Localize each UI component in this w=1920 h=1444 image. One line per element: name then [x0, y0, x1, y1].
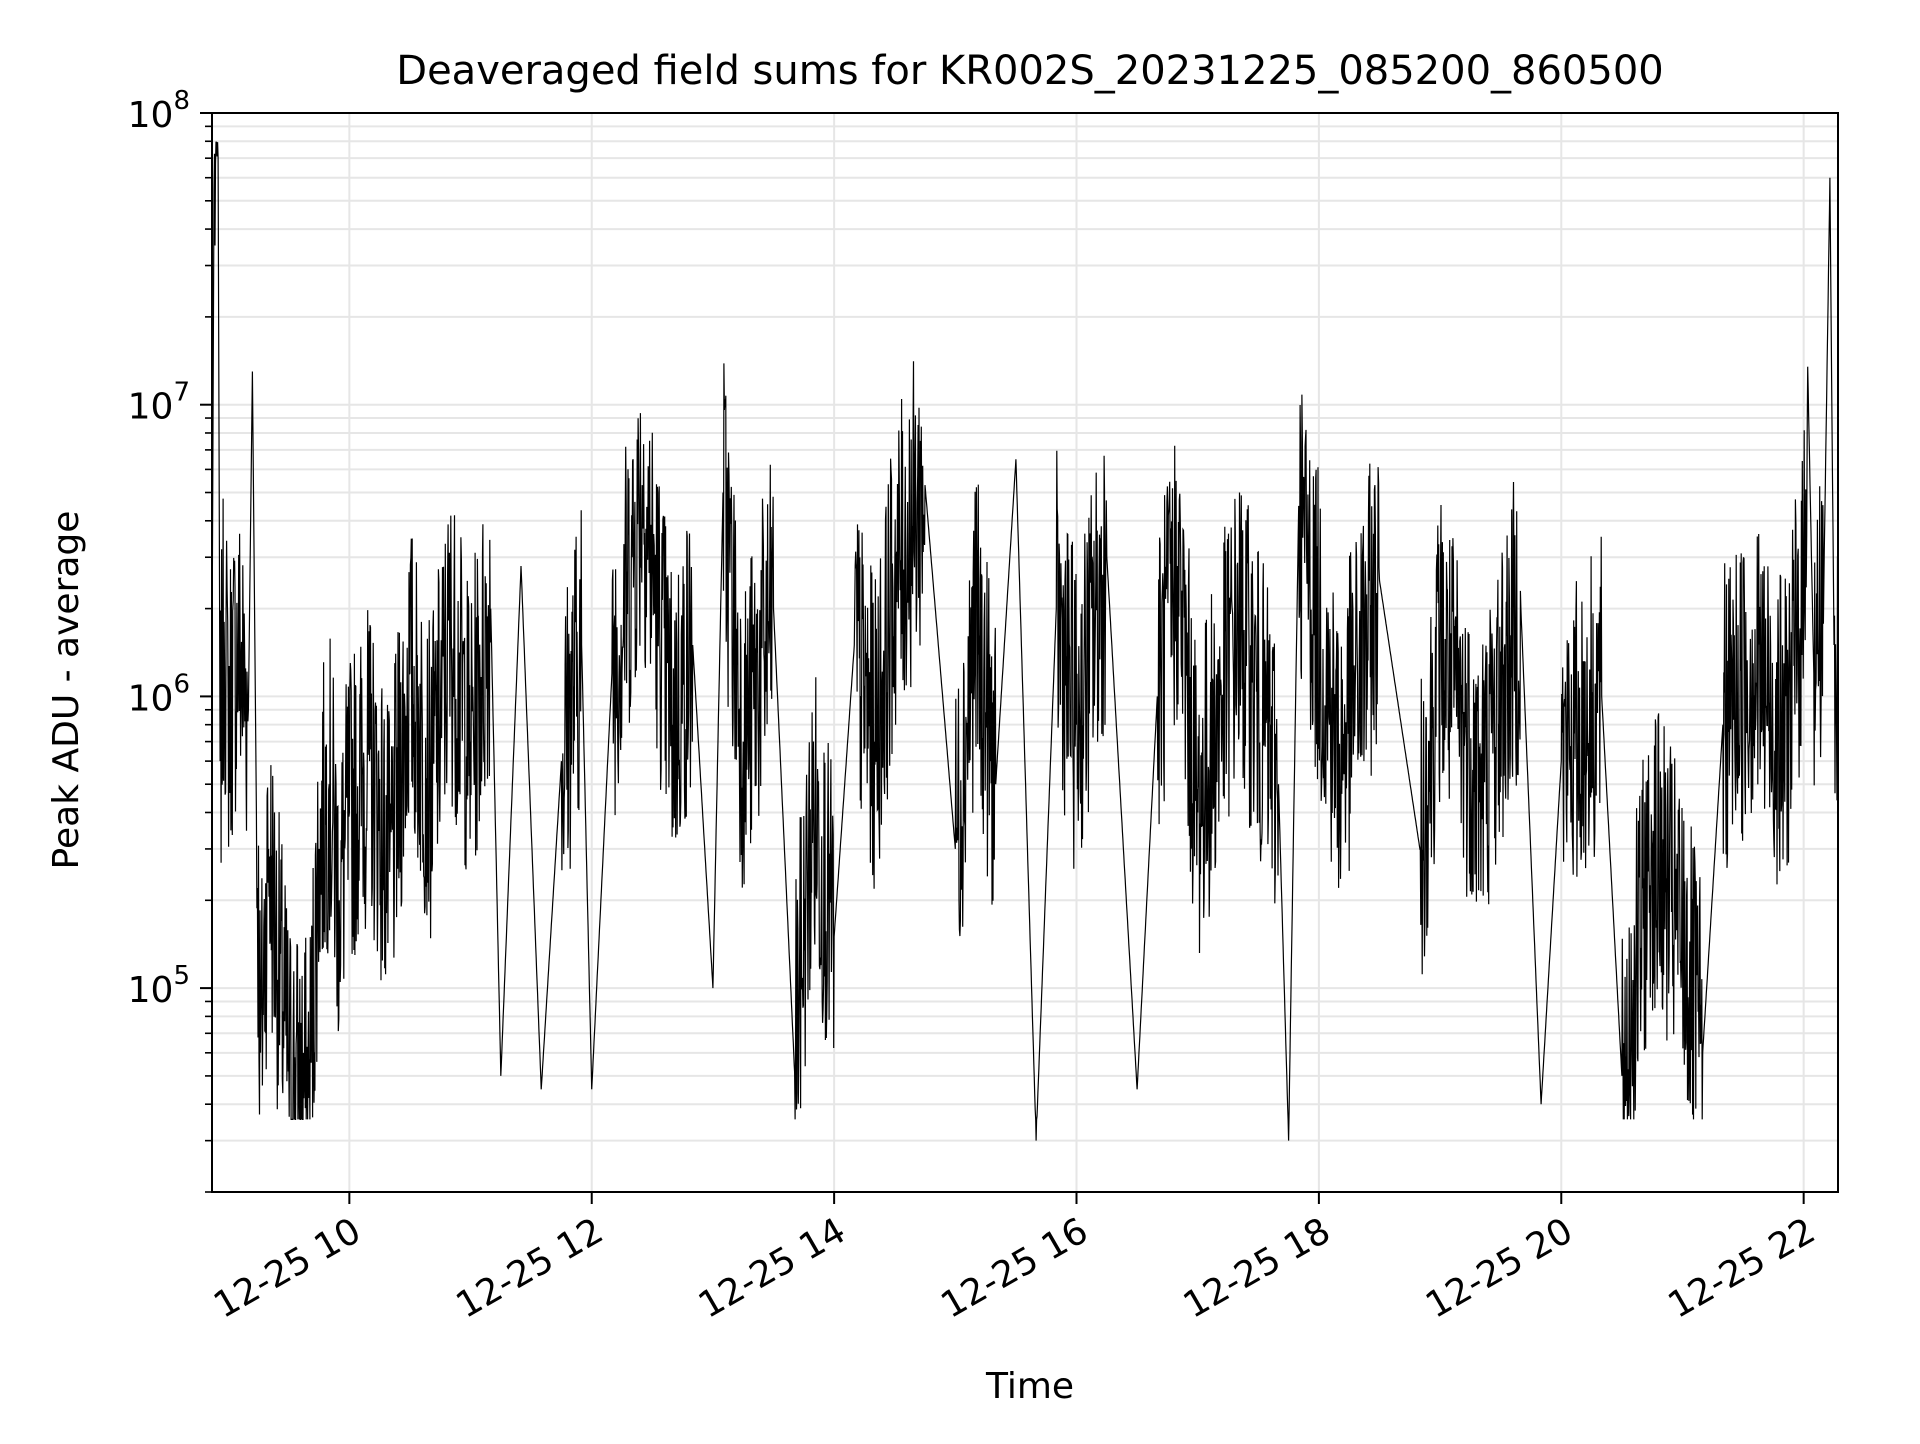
plot-frame — [211, 112, 1839, 1193]
chart-title: Deaveraged field sums for KR002S_2023122… — [396, 48, 1663, 94]
y-tick-label: 105 — [128, 961, 190, 1011]
series-layer — [211, 141, 1839, 1141]
y-tick-label: 108 — [128, 86, 190, 136]
y-tick-label: 106 — [128, 669, 190, 719]
series-line — [211, 141, 1839, 1141]
x-axis-label: Time — [985, 1366, 1074, 1407]
y-tick-label: 107 — [128, 378, 190, 428]
y-axis-label: Peak ADU - average — [46, 511, 87, 870]
